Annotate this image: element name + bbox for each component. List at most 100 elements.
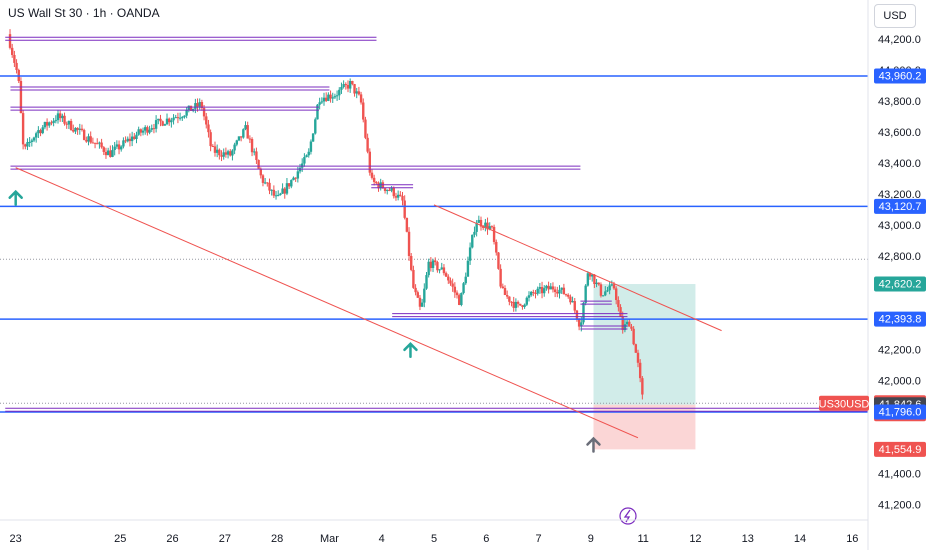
candle-body-290: [641, 378, 644, 395]
candle-body-167: [372, 177, 376, 182]
candle-body-68: [157, 118, 160, 121]
candle-body-57: [133, 136, 136, 140]
candle-body-37: [89, 136, 92, 143]
up-arrow-icon-0: [8, 189, 23, 206]
candle-body-245: [543, 288, 546, 294]
x-tick-label-13: 13: [742, 533, 754, 545]
candle-body-205: [455, 292, 459, 296]
candle-body-270: [597, 282, 600, 285]
candle-body-203: [451, 283, 454, 287]
candle-body-42: [100, 142, 103, 148]
candle-body-194: [431, 260, 435, 269]
candle-body-98: [222, 152, 225, 157]
candle-body-53: [124, 140, 127, 142]
candle-body-284: [628, 321, 631, 327]
candle-body-289: [638, 362, 642, 379]
candle-body-156: [348, 80, 352, 89]
candle-body-197: [438, 269, 441, 271]
y-tick-label-10: 41,400.0: [878, 468, 921, 480]
candle-body-96: [218, 149, 221, 156]
candle-body-188: [418, 297, 422, 307]
candle-body-135: [303, 157, 306, 164]
candle-body-248: [549, 286, 552, 290]
candle-body-173: [386, 189, 389, 191]
candle-body-45: [106, 150, 110, 156]
x-tick-label-15: 16: [846, 533, 858, 545]
price-tag-3: 42,393.8: [879, 314, 922, 326]
candle-body-55: [128, 138, 132, 142]
candle-body-147: [329, 94, 332, 99]
candle-body-0: [8, 34, 12, 48]
price-tag-bg-2: [874, 276, 926, 292]
candle-body-185: [412, 269, 415, 288]
candle-body-198: [440, 267, 443, 270]
candle-body-95: [215, 149, 219, 153]
candle-body-271: [599, 284, 603, 296]
candle-body-179: [399, 194, 402, 196]
candle-body-49: [115, 144, 119, 147]
candle-body-195: [434, 260, 437, 263]
candle-body-269: [595, 282, 598, 285]
y-tick-label-4: 43,400.0: [878, 158, 921, 170]
candle-body-143: [320, 101, 324, 103]
candle-body-43: [102, 147, 105, 152]
candle-body-206: [457, 295, 461, 305]
candle-body-183: [407, 231, 411, 257]
x-tick-label-4: 28: [271, 533, 283, 545]
candle-body-225: [499, 268, 502, 287]
candle-body-7: [24, 144, 27, 147]
price-tag-bg-7: [874, 441, 926, 457]
candle-body-26: [65, 123, 68, 125]
candle-body-62: [144, 127, 147, 131]
candle-body-126: [283, 188, 286, 194]
candle-body-32: [78, 128, 81, 130]
candle-body-102: [231, 150, 234, 156]
candle-body-22: [56, 113, 60, 121]
candle-body-46: [109, 150, 112, 157]
candle-body-281: [621, 316, 624, 331]
candle-body-123: [277, 194, 280, 196]
candle-body-18: [48, 122, 51, 126]
candle-body-86: [196, 103, 199, 107]
candle-body-226: [501, 286, 505, 289]
candle-body-159: [355, 91, 358, 94]
price-tags: 43,960.243,120.742,620.242,393.841,851.8…: [819, 68, 926, 457]
candle-body-83: [189, 105, 193, 111]
candle-body-91: [207, 124, 210, 133]
candle-body-92: [209, 132, 212, 147]
candle-body-169: [377, 183, 380, 189]
price-tag-bg-0: [874, 68, 926, 84]
candle-body-256: [567, 294, 570, 297]
candle-body-88: [200, 102, 204, 109]
candle-body-237: [525, 297, 528, 305]
candle-body-182: [405, 217, 409, 232]
candle-body-208: [462, 283, 465, 294]
take-profit-zone: [593, 284, 696, 405]
x-tick-label-12: 12: [689, 533, 701, 545]
candle-body-280: [619, 307, 622, 317]
candle-body-214: [475, 222, 478, 232]
candle-body-186: [414, 287, 417, 293]
candle-body-75: [172, 117, 175, 121]
candle-body-230: [510, 301, 513, 303]
candle-body-196: [436, 262, 439, 271]
candle-body-64: [148, 129, 151, 133]
candle-body-234: [519, 303, 522, 306]
candle-body-274: [606, 290, 609, 292]
candle-body-176: [392, 187, 395, 197]
candle-body-85: [194, 103, 197, 109]
candle-body-27: [67, 121, 71, 125]
candle-body-231: [512, 301, 515, 308]
currency-button[interactable]: USD: [874, 4, 916, 28]
candle-body-66: [152, 128, 156, 130]
candle-body-120: [270, 189, 273, 191]
candle-body-199: [442, 267, 446, 274]
candle-body-240: [532, 291, 535, 293]
candle-body-79: [181, 117, 184, 119]
candle-body-175: [390, 187, 393, 191]
candle-body-122: [274, 195, 278, 197]
candle-body-251: [556, 292, 559, 294]
candle-body-221: [490, 226, 494, 228]
